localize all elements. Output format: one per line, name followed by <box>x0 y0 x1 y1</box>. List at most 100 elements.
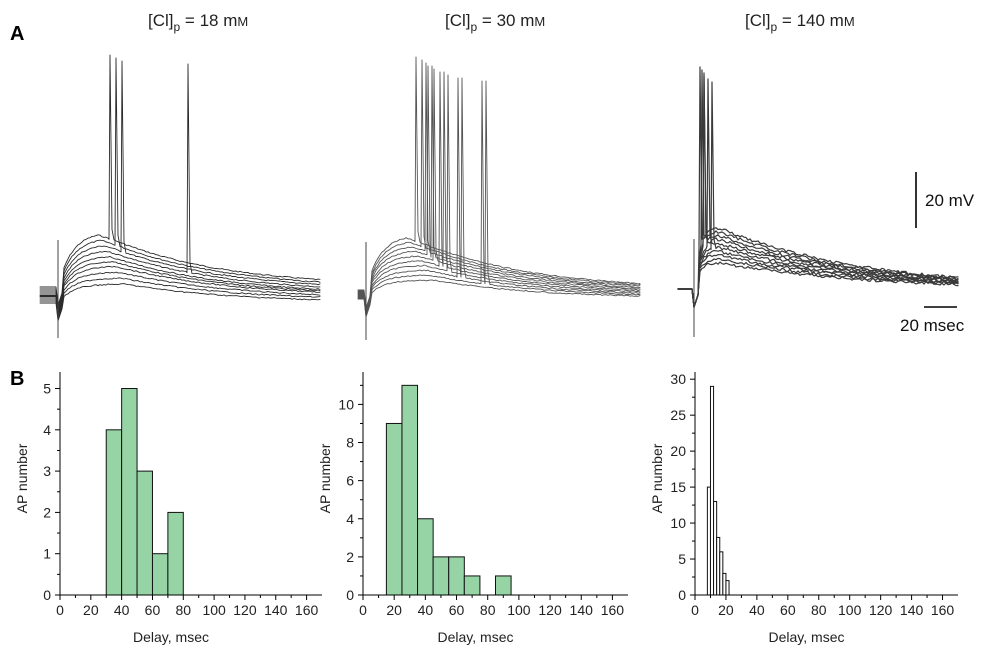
x-tick-label: 100 <box>507 602 531 618</box>
x-tick-label: 20 <box>83 602 99 618</box>
condition-title-18: [Cl]p = 18 mM <box>148 11 248 34</box>
x-tick-label: 40 <box>418 602 434 618</box>
x-tick-label: 160 <box>931 602 955 618</box>
x-axis-title: Delay, msec <box>769 629 845 645</box>
y-tick-label: 25 <box>670 407 686 423</box>
panel-a-label: A <box>10 23 24 45</box>
x-axis-title: Delay, msec <box>133 629 209 645</box>
voltage-trace <box>357 62 641 311</box>
condition-title-140-value: 140 <box>797 11 825 30</box>
voltage-trace <box>39 57 321 308</box>
voltage-trace <box>357 56 641 309</box>
condition-title-30: [Cl]p = 30 mM <box>445 11 545 34</box>
y-tick-label: 4 <box>346 511 354 527</box>
y-tick-label: 10 <box>338 396 354 412</box>
y-tick-label: 15 <box>670 479 686 495</box>
time-scale-label: 20 msec <box>900 316 965 335</box>
x-tick-label: 60 <box>780 602 796 618</box>
condition-title-18-sub: p <box>174 20 181 34</box>
histogram-bar <box>385 422 403 596</box>
voltage-trace <box>39 63 321 312</box>
histogram-bar <box>448 556 465 596</box>
voltage-traces-140mM <box>677 66 959 337</box>
y-tick-label: 4 <box>43 422 51 438</box>
voltage-trace <box>357 68 641 313</box>
y-tick-label: 1 <box>43 546 51 562</box>
histogram-bar <box>495 575 512 596</box>
x-tick-label: 80 <box>480 602 496 618</box>
voltage-trace <box>39 283 321 322</box>
x-tick-label: 40 <box>749 602 765 618</box>
voltage-trace <box>39 265 321 316</box>
voltage-trace <box>39 60 321 310</box>
voltage-trace <box>39 261 321 315</box>
x-tick-label: 160 <box>601 602 625 618</box>
y-tick-label: 10 <box>670 515 686 531</box>
voltage-trace <box>677 261 959 308</box>
y-tick-label: 0 <box>678 587 686 603</box>
y-tick-label: 0 <box>43 587 51 603</box>
histogram-18mM: 0 20 40 60 80 100 120 140 160 0 1 2 3 4 5 Delay, msec AP… <box>14 372 322 645</box>
histogram-bar <box>432 556 450 596</box>
x-tick-label: 160 <box>295 602 319 618</box>
condition-title-140-sub: p <box>771 20 778 34</box>
y-axis-title: AP number <box>649 443 665 513</box>
x-tick-label: 0 <box>56 602 64 618</box>
histogram-bar <box>725 580 730 596</box>
condition-title-18-value: 18 <box>200 11 219 30</box>
x-tick-label: 60 <box>145 602 161 618</box>
x-tick-label: 0 <box>691 602 699 618</box>
y-axis-title: AP number <box>317 443 333 513</box>
y-tick-label: 5 <box>43 381 51 397</box>
x-tick-label: 140 <box>900 602 924 618</box>
histogram-bar <box>401 384 419 596</box>
y-tick-label: 0 <box>346 587 354 603</box>
y-tick-label: 2 <box>43 504 51 520</box>
y-tick-label: 3 <box>43 463 51 479</box>
voltage-trace <box>357 77 641 316</box>
x-tick-label: 80 <box>811 602 827 618</box>
voltage-trace <box>357 74 641 315</box>
voltage-trace <box>677 81 959 308</box>
condition-title-140: [Cl]p = 140 mM <box>745 11 855 34</box>
voltage-trace <box>677 257 959 308</box>
x-axis-title: Delay, msec <box>438 629 514 645</box>
x-tick-label: 60 <box>449 602 465 618</box>
y-tick-label: 5 <box>678 551 686 567</box>
condition-title-30-unit: M <box>534 14 545 29</box>
histogram-bar <box>463 575 481 596</box>
y-tick-label: 8 <box>346 435 354 451</box>
histogram-bar <box>167 511 184 596</box>
histogram-140mM: 0 20 40 60 80 100 120 140 160 0 5 10 15 20 25 30 Delay, … <box>649 371 958 645</box>
histogram-bar <box>151 553 169 596</box>
y-axis-title: AP number <box>14 443 30 513</box>
voltage-trace <box>39 54 321 306</box>
x-tick-label: 140 <box>570 602 594 618</box>
histogram-bar <box>136 470 153 596</box>
y-tick-label: 20 <box>670 443 686 459</box>
voltage-trace <box>677 254 959 308</box>
voltage-trace <box>357 80 641 317</box>
y-tick-label: 6 <box>346 473 354 489</box>
histogram-bar <box>121 388 138 596</box>
x-tick-label: 20 <box>718 602 734 618</box>
x-tick-label: 120 <box>538 602 562 618</box>
x-tick-label: 20 <box>386 602 402 618</box>
voltage-trace <box>357 65 641 312</box>
y-tick-label: 2 <box>346 549 354 565</box>
voltage-trace <box>357 71 641 314</box>
x-tick-label: 140 <box>264 602 288 618</box>
voltage-trace <box>39 271 321 318</box>
x-tick-label: 100 <box>202 602 226 618</box>
histogram-bar <box>105 429 123 596</box>
x-tick-label: 120 <box>233 602 257 618</box>
voltage-trace <box>677 249 959 308</box>
x-tick-label: 100 <box>838 602 862 618</box>
x-tick-label: 0 <box>359 602 367 618</box>
voltage-trace <box>677 72 959 308</box>
panel-b-label: B <box>10 368 24 390</box>
histogram-bar <box>417 518 434 596</box>
x-tick-label: 40 <box>114 602 130 618</box>
voltage-trace <box>357 279 641 318</box>
